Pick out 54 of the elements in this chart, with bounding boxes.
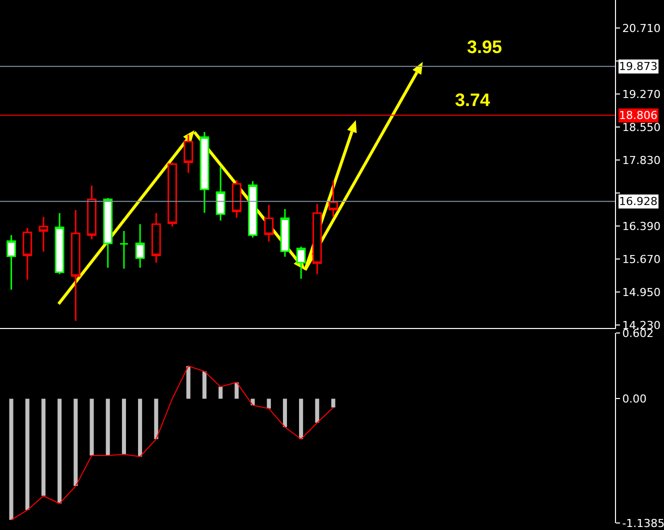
bar — [74, 398, 78, 486]
bar — [234, 382, 239, 399]
annotation: 3.74 — [455, 90, 490, 110]
candlestick — [168, 162, 177, 228]
bar — [266, 398, 271, 409]
candlestick — [232, 179, 242, 218]
y-tick-label: 14.950 — [622, 286, 661, 299]
candlestick — [135, 223, 145, 268]
bar — [154, 398, 158, 440]
bar — [25, 398, 30, 510]
bar — [202, 371, 206, 399]
y-tick-label: 17.830 — [622, 154, 661, 167]
candlestick — [328, 180, 338, 218]
bar — [9, 398, 14, 520]
y-tick-label: 19.270 — [622, 88, 661, 101]
candlestick — [216, 166, 226, 222]
bar — [282, 398, 287, 428]
bar — [122, 398, 126, 454]
annotation: 3.95 — [467, 37, 502, 57]
candlestick — [312, 203, 322, 275]
candlestick — [54, 212, 64, 275]
candlestick — [103, 197, 113, 268]
candlestick — [151, 212, 161, 264]
candlestick — [22, 227, 32, 280]
candlestick — [87, 184, 96, 240]
candlestick — [264, 204, 274, 242]
candlestick — [296, 246, 306, 280]
ref-line-label: 16.928 — [619, 195, 658, 208]
bar — [90, 398, 94, 456]
bar — [299, 398, 304, 440]
y-tick-label: 16.390 — [622, 220, 661, 233]
candlestick — [200, 131, 210, 214]
candlestick — [6, 234, 16, 290]
line-series — [10, 365, 334, 520]
candlestick — [248, 180, 258, 238]
bar — [218, 386, 223, 399]
bar — [186, 366, 190, 399]
y-tick-label: 15.670 — [622, 252, 661, 266]
ref-line-label: 19.873 — [619, 60, 658, 73]
y-tick-label: 20.710 — [622, 22, 661, 35]
bar — [315, 398, 320, 423]
y-tick-label: -1.1385 — [622, 516, 664, 530]
bar — [331, 398, 336, 408]
bar — [106, 398, 110, 456]
bar — [58, 398, 62, 504]
candlestick — [280, 208, 290, 258]
y-tick-label: 0.00 — [622, 392, 647, 406]
bar — [41, 398, 46, 496]
bar — [138, 398, 142, 457]
candlestick — [70, 209, 80, 322]
candlestick — [38, 216, 48, 252]
ref-line-label: 18.806 — [619, 109, 658, 122]
y-tick-label: 18.550 — [622, 120, 661, 134]
candlestick — [119, 230, 129, 270]
